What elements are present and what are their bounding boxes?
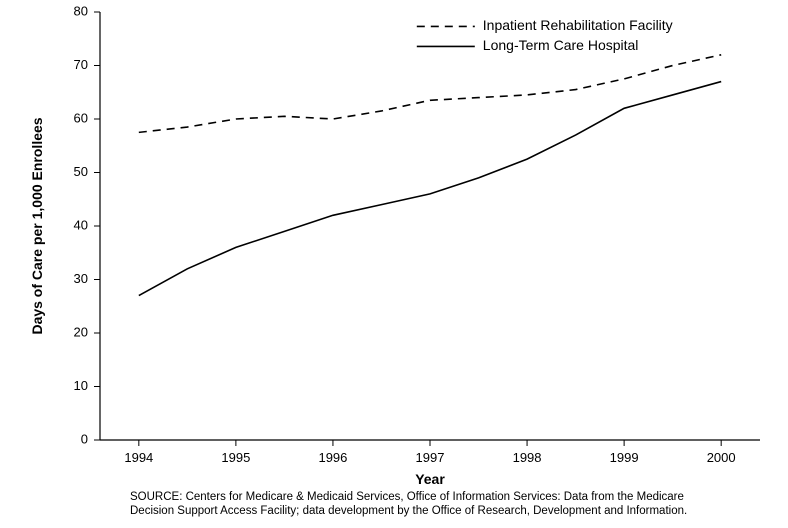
x-tick-label: 1999 [610,450,639,465]
y-tick-label: 50 [74,164,88,179]
source-note: SOURCE: Centers for Medicare & Medicaid … [130,490,720,519]
y-tick-label: 60 [74,110,88,125]
series-line-1 [139,82,721,296]
x-tick-label: 1998 [513,450,542,465]
legend-label: Inpatient Rehabilitation Facility [483,17,673,33]
series-line-0 [139,55,721,133]
y-tick-label: 40 [74,217,88,232]
x-axis-title: Year [415,471,445,487]
y-tick-label: 20 [74,324,88,339]
y-tick-label: 30 [74,271,88,286]
y-axis-title: Days of Care per 1,000 Enrollees [29,117,45,334]
legend-label: Long-Term Care Hospital [483,37,639,53]
x-tick-label: 1995 [221,450,250,465]
chart-container: 0 10 20 30 40 50 60 70 80 1994 1995 1996 1997 1998 199… [0,0,788,528]
x-tick-label: 2000 [707,450,736,465]
x-tick-label: 1996 [318,450,347,465]
x-tick-label: 1994 [124,450,153,465]
line-chart: 0 10 20 30 40 50 60 70 80 1994 1995 1996 1997 1998 199… [0,0,788,528]
y-tick-label: 0 [81,431,88,446]
x-tick-label: 1997 [416,450,445,465]
y-tick-label: 70 [74,57,88,72]
y-tick-label: 10 [74,378,88,393]
y-tick-label: 80 [74,3,88,18]
